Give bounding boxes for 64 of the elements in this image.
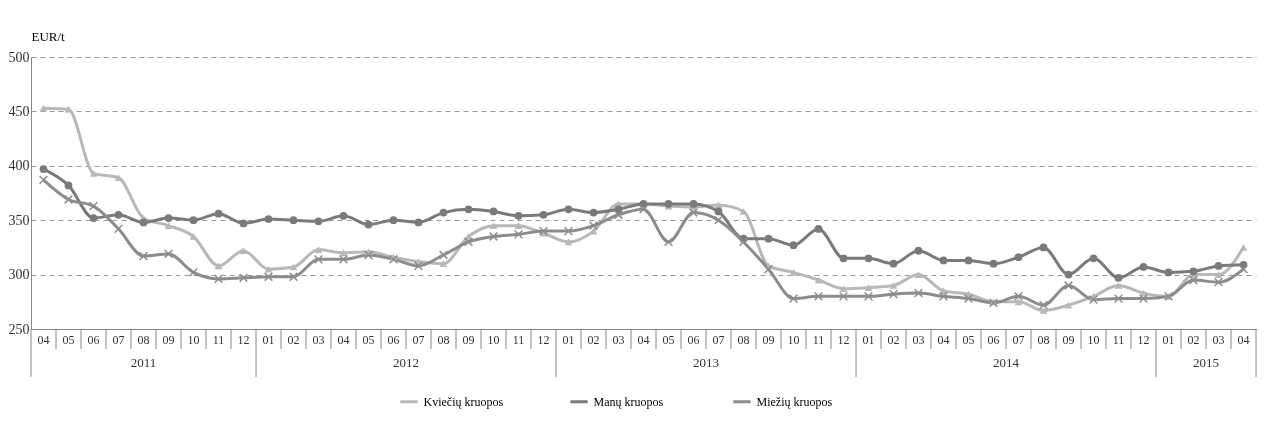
x-tick-label: 02 — [287, 333, 300, 347]
x-tick-label: 07 — [412, 333, 425, 347]
y-tick-label: 350 — [8, 212, 30, 228]
x-tick-label: 12 — [837, 333, 850, 347]
x-tick-label: 06 — [687, 333, 700, 347]
x-tick-label: 02 — [587, 333, 600, 347]
x-tick-label: 12 — [237, 333, 250, 347]
y-axis-title: EUR/t — [31, 28, 66, 44]
x-tick-label: 10 — [1087, 333, 1100, 347]
text: 2012 — [393, 355, 419, 370]
x-tick-label: 05 — [362, 333, 375, 347]
y-tick-label: 300 — [8, 267, 30, 283]
legend-label: Manų kruopos — [593, 394, 664, 409]
x-tick-label: 07 — [712, 333, 725, 347]
x-tick-label: 04 — [37, 333, 50, 347]
x-tick-label: 04 — [637, 333, 650, 347]
x-tick-label: 04 — [937, 333, 950, 347]
x-tick-label: 05 — [962, 333, 975, 347]
x-tick-label: 06 — [387, 333, 400, 347]
x-tick-label: 11 — [1112, 333, 1125, 347]
x-tick-label: 11 — [812, 333, 825, 347]
x-tick-label: 01 — [1162, 333, 1175, 347]
x-tick-label: 10 — [787, 333, 800, 347]
y-tick-label: 250 — [8, 321, 30, 337]
x-tick-label: 12 — [537, 333, 550, 347]
x-tick-label: 11 — [512, 333, 525, 347]
x-tick-label: 05 — [62, 333, 75, 347]
x-tick-label: 08 — [137, 333, 150, 347]
x-tick-label: 03 — [312, 333, 325, 347]
y-tick-label: 500 — [8, 49, 30, 65]
x-tick-label: 09 — [1062, 333, 1075, 347]
x-tick-label: 06 — [87, 333, 100, 347]
x-tick-label: 10 — [187, 333, 200, 347]
text: 2013 — [693, 355, 719, 370]
x-tick-label: 09 — [462, 333, 475, 347]
x-tick-label: 08 — [1037, 333, 1050, 347]
x-tick-label: 03 — [1212, 333, 1225, 347]
x-tick-label: 03 — [612, 333, 625, 347]
x-tick-label: 04 — [337, 333, 350, 347]
x-tick-label: 09 — [162, 333, 175, 347]
x-tick-label: 07 — [112, 333, 125, 347]
text: 2011 — [130, 355, 157, 370]
legend-label: Kviečių kruopos — [423, 394, 504, 409]
x-tick-label: 09 — [762, 333, 775, 347]
legend-label: Miežių kruopos — [756, 394, 833, 409]
x-tick-label: 02 — [887, 333, 900, 347]
x-tick-label: 08 — [437, 333, 450, 347]
x-tick-label: 12 — [1137, 333, 1150, 347]
y-tick-label: 450 — [8, 103, 30, 119]
x-tick-label: 07 — [1012, 333, 1025, 347]
x-tick-label: 08 — [737, 333, 750, 347]
text: 2014 — [993, 355, 1020, 370]
text: 2015 — [1193, 355, 1219, 370]
x-tick-label: 04 — [1237, 333, 1250, 347]
x-tick-label: 05 — [662, 333, 675, 347]
x-tick-label: 02 — [1187, 333, 1200, 347]
x-tick-label: 01 — [862, 333, 875, 347]
x-tick-label: 03 — [912, 333, 925, 347]
x-tick-label: 01 — [562, 333, 575, 347]
x-tick-label: 11 — [212, 333, 225, 347]
x-tick-label: 10 — [487, 333, 500, 347]
x-tick-label: 01 — [262, 333, 275, 347]
y-tick-label: 400 — [8, 158, 30, 174]
x-tick-label: 06 — [987, 333, 1000, 347]
